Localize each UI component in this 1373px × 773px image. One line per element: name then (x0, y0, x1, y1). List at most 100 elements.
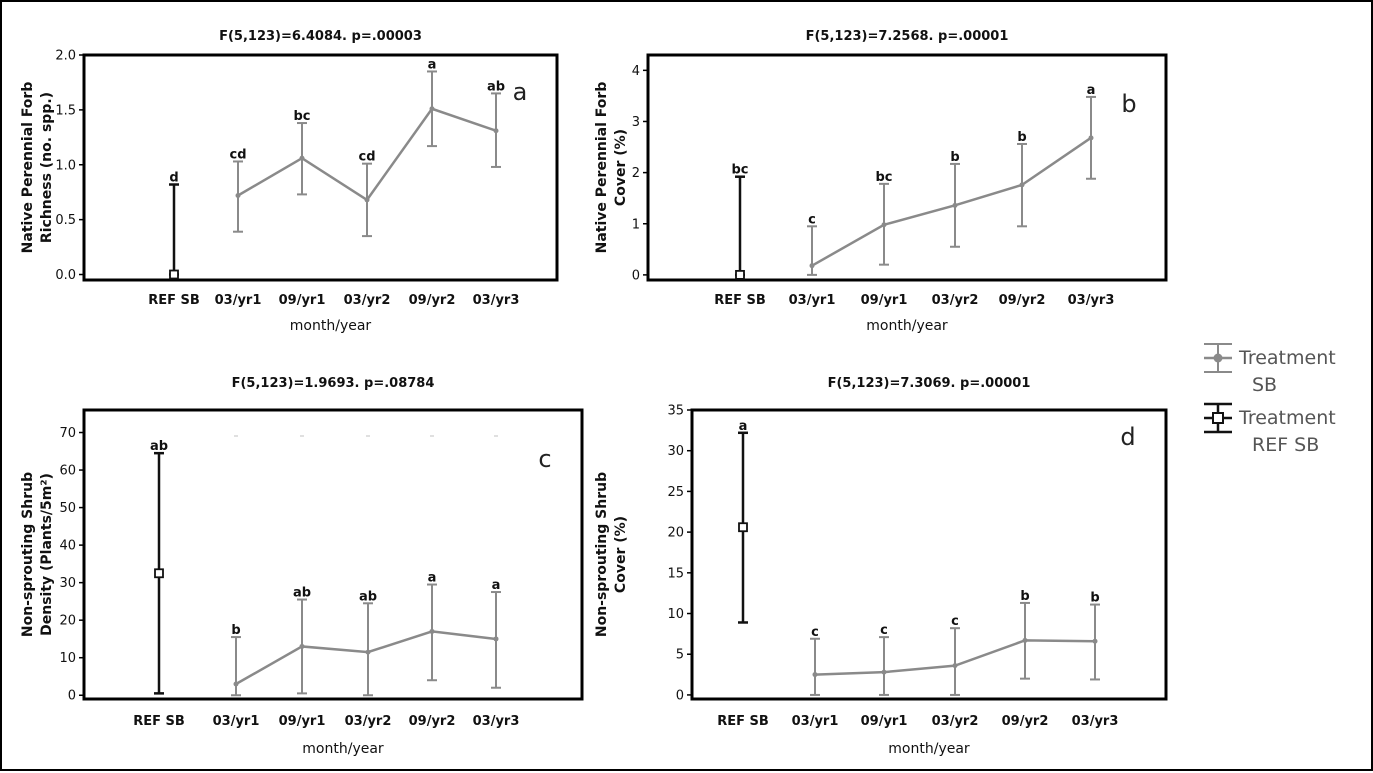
legend-marker-ref-sb-icon (1212, 412, 1224, 424)
x-tick-label: 09/yr1 (861, 714, 908, 729)
x-axis-label: month/year (290, 318, 372, 334)
x-tick-label: REF SB (133, 714, 185, 729)
data-point-sb (809, 263, 815, 269)
panel-label: a (513, 78, 528, 106)
chart-panel-a: F(5,123)=6.4084. p=.00003 0.0 0.5 1.0 1.5 2.0… (20, 29, 559, 334)
legend-marker-sb-icon (1213, 353, 1223, 363)
data-point-sb (1092, 638, 1098, 644)
y-tick-label: 70 (59, 426, 76, 441)
data-point-sb (365, 649, 371, 655)
panel-label: c (538, 445, 551, 473)
y-tick-label: 0.0 (55, 268, 76, 283)
data-point-sb (233, 681, 239, 687)
x-tick-label: REF SB (714, 293, 766, 308)
data-point-sb (881, 222, 887, 228)
significance-letter: ab (150, 439, 168, 454)
data-point-ref-sb (154, 568, 164, 579)
panel-label: b (1121, 90, 1136, 118)
y-tick-label: 50 (59, 501, 76, 516)
x-tick-label: 03/yr2 (932, 714, 979, 729)
significance-letter: a (428, 57, 437, 72)
significance-letter: c (880, 623, 888, 638)
y-tick-label: 20 (667, 526, 684, 541)
data-point-ref-sb (735, 269, 745, 280)
y-tick-label: 0.5 (55, 213, 76, 228)
significance-letter: a (739, 419, 748, 434)
chart-title: F(5,123)=6.4084. p=.00003 (219, 29, 422, 44)
y-tick-label: 2 (632, 166, 640, 181)
data-point-sb (1022, 637, 1028, 643)
y-tick-label: 0 (676, 688, 684, 703)
y-tick-label: 1 (632, 217, 640, 232)
data-point-sb (493, 636, 499, 642)
legend: Treatment SB Treatment REF SB (1204, 343, 1336, 456)
x-tick-label: 03/yr1 (215, 293, 262, 308)
chart-panel-c: F(5,123)=1.9693. p=.08784 0 10 20 30 40 50 60 70… (20, 376, 584, 757)
data-point-sb (1088, 135, 1094, 141)
chart-title: F(5,123)=7.3069. p=.00001 (828, 376, 1031, 391)
y-tick-label: 40 (59, 539, 76, 554)
y-tick-label: 10 (59, 651, 76, 666)
significance-letter: c (808, 212, 816, 227)
significance-letter: cd (358, 150, 375, 165)
y-axis-label: Non-sprouting Shrub (594, 472, 610, 637)
significance-letter: a (492, 578, 501, 593)
x-tick-label: 03/yr3 (1072, 714, 1119, 729)
data-point-sb (881, 669, 887, 675)
legend-label-ref-sb-line2: REF SB (1252, 434, 1319, 456)
x-tick-label: 09/yr1 (279, 714, 326, 729)
x-axis-label: month/year (888, 741, 970, 757)
data-point-sb (812, 672, 818, 678)
significance-letter: a (1087, 83, 1096, 98)
x-tick-label: 03/yr1 (213, 714, 260, 729)
y-tick-label: 10 (667, 607, 684, 622)
data-point-sb (952, 663, 958, 669)
x-axis-label: month/year (302, 741, 384, 757)
legend-item-ref-sb: Treatment REF SB (1204, 402, 1336, 456)
significance-letter: ab (359, 589, 377, 604)
series-line (235, 630, 497, 686)
y-tick-label: 1.0 (55, 158, 76, 173)
significance-letter: bc (293, 109, 310, 124)
x-tick-label: REF SB (148, 293, 200, 308)
significance-letter: bc (731, 163, 748, 178)
y-tick-label: 30 (667, 444, 684, 459)
x-tick-label: 03/yr2 (345, 714, 392, 729)
x-tick-label: 03/yr1 (789, 293, 836, 308)
data-point-sb (952, 202, 958, 208)
data-point-sb (364, 197, 370, 203)
x-tick-label: 03/yr3 (1068, 293, 1115, 308)
y-tick-label: 0 (632, 268, 640, 283)
plot-frame (690, 408, 1168, 701)
significance-letter: c (811, 625, 819, 640)
y-tick-label: 3 (632, 115, 640, 130)
chart-panel-d: F(5,123)=7.3069. p=.00001 0 5 10 15 20 25 30 35 R… (594, 376, 1168, 757)
x-tick-label: REF SB (717, 714, 769, 729)
legend-label-sb-line1: Treatment (1238, 347, 1336, 369)
x-axis-label: month/year (866, 318, 948, 334)
data-point-sb (235, 192, 241, 198)
significance-letter: b (950, 150, 959, 165)
y-tick-label: 25 (667, 485, 684, 500)
data-point-sb (429, 628, 435, 634)
significance-letter: b (1017, 130, 1026, 145)
y-tick-label: 15 (667, 566, 684, 581)
y-axis-label: Density (Plants/5m²) (39, 473, 55, 636)
significance-letter: cd (229, 147, 246, 162)
y-tick-label: 1.5 (55, 103, 76, 118)
legend-label-sb-line2: SB (1252, 374, 1277, 396)
plot-frame (82, 408, 584, 701)
data-point-ref-sb (169, 269, 179, 280)
data-point-sb (493, 128, 499, 134)
y-axis-label: Native Perennial Forb (20, 82, 36, 254)
y-tick-label: 0 (68, 689, 76, 704)
y-tick-label: 2.0 (55, 49, 76, 64)
y-axis-label: Native Perennial Forb (594, 82, 610, 254)
legend-item-sb: Treatment SB (1204, 343, 1336, 396)
x-tick-label: 09/yr1 (279, 293, 326, 308)
y-tick-label: 4 (632, 64, 640, 79)
x-tick-label: 09/yr2 (999, 293, 1046, 308)
chart-title: F(5,123)=7.2568. p=.00001 (806, 29, 1009, 44)
